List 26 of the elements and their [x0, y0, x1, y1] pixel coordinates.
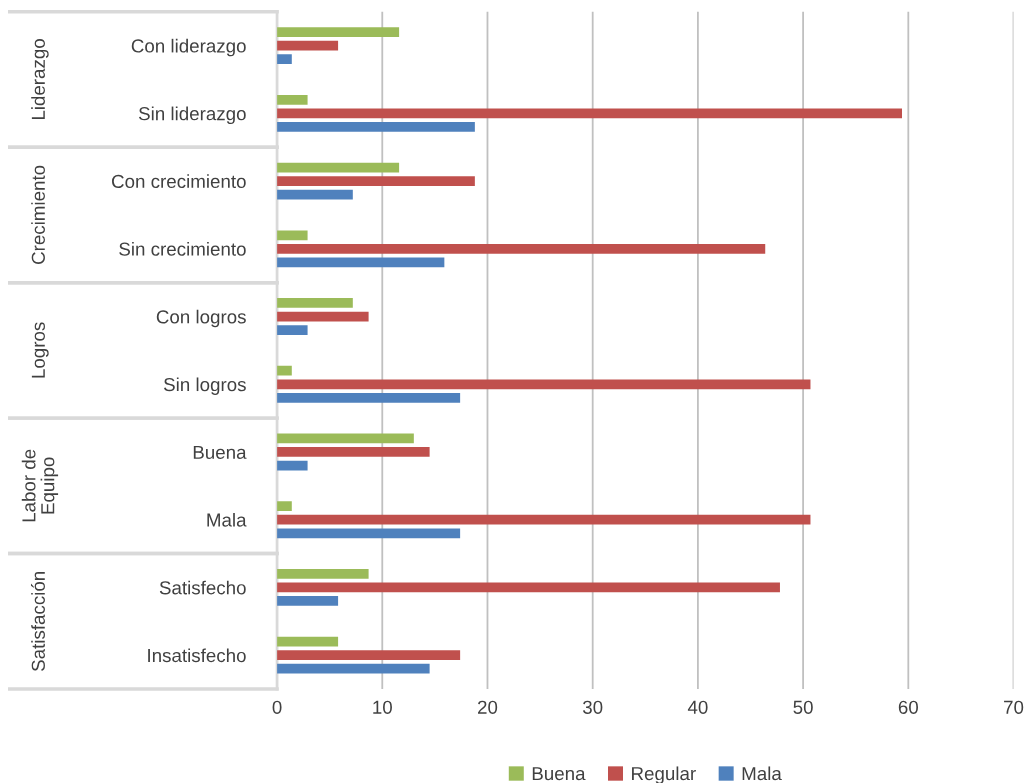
y-tick-label: Insatisfecho — [148, 648, 246, 663]
legend-label: Mala — [742, 766, 782, 781]
y-tick-label: Con logros — [156, 309, 246, 328]
x-tick-label: 30 — [582, 700, 603, 714]
y-tick-label: Satisfecho — [159, 580, 246, 595]
x-tick-label: 50 — [793, 700, 813, 714]
text: Satisfacción — [30, 571, 45, 671]
y-tick-label: Con crecimiento — [112, 174, 246, 189]
y-tick-label: Buena — [193, 445, 247, 459]
x-tick-label: 40 — [687, 700, 708, 714]
legend-label: Buena — [532, 767, 586, 781]
x-tick-label: 0 — [272, 700, 282, 714]
x-tick-label: 60 — [898, 700, 919, 714]
text: Labor de Equipo — [21, 449, 59, 522]
x-tick-label: 10 — [373, 700, 392, 714]
text: Logros — [31, 322, 49, 378]
y-tick-label: Con liderazgo — [131, 38, 246, 57]
y-tick-label: Sin logros — [163, 377, 246, 395]
y-tick-label: Sin liderazgo — [138, 106, 246, 125]
text: Liderazgo — [31, 39, 49, 120]
x-tick-label: 70 — [1004, 700, 1024, 714]
y-tick-label: Mala — [207, 512, 247, 527]
x-tick-label: 20 — [478, 700, 498, 714]
y-tick-label: Sin crecimiento — [119, 242, 246, 256]
legend-label: Regular — [632, 766, 696, 783]
text: Crecimiento — [31, 165, 45, 264]
